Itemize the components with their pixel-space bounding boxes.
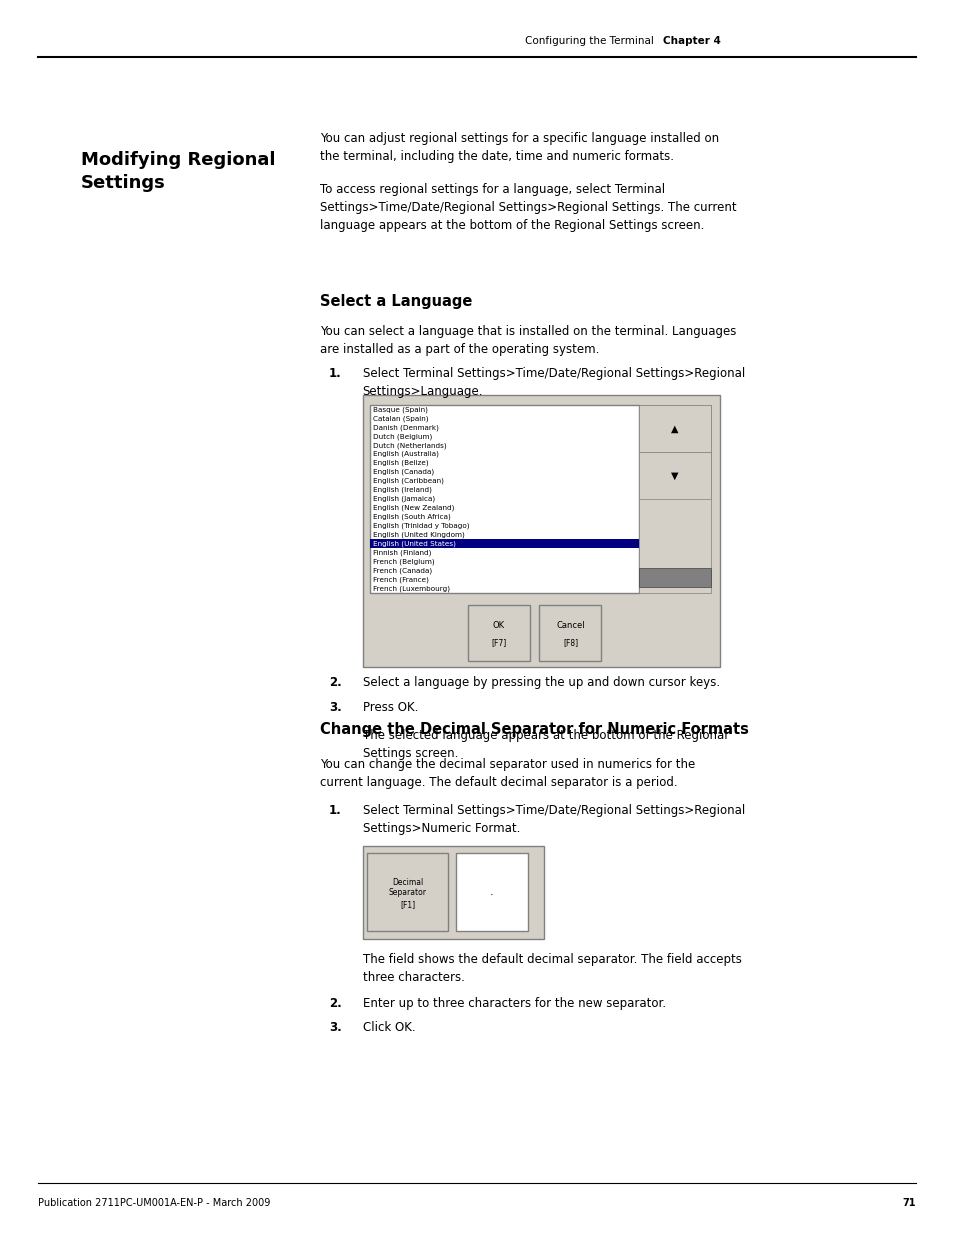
- Text: English (Canada): English (Canada): [373, 469, 434, 475]
- FancyBboxPatch shape: [538, 605, 600, 661]
- Text: Configuring the Terminal: Configuring the Terminal: [524, 36, 653, 46]
- Text: You can change the decimal separator used in numerics for the
current language. : You can change the decimal separator use…: [319, 758, 694, 789]
- Text: English (Trinidad y Tobago): English (Trinidad y Tobago): [373, 522, 469, 529]
- Text: Chapter 4: Chapter 4: [662, 36, 720, 46]
- Text: Dutch (Belgium): Dutch (Belgium): [373, 433, 432, 440]
- Text: .: .: [490, 887, 493, 898]
- Text: Select Terminal Settings>Time/Date/Regional Settings>Regional
Settings>Language.: Select Terminal Settings>Time/Date/Regio…: [362, 367, 744, 398]
- Text: French (Canada): French (Canada): [373, 567, 432, 574]
- Text: English (New Zealand): English (New Zealand): [373, 505, 454, 511]
- FancyBboxPatch shape: [639, 405, 710, 593]
- Text: ▲: ▲: [671, 424, 678, 433]
- Text: 2.: 2.: [329, 676, 341, 689]
- Text: English (Caribbean): English (Caribbean): [373, 478, 443, 484]
- Text: Select a language by pressing the up and down cursor keys.: Select a language by pressing the up and…: [362, 676, 719, 689]
- Text: Dutch (Netherlands): Dutch (Netherlands): [373, 442, 446, 448]
- Text: Separator: Separator: [389, 888, 426, 897]
- FancyBboxPatch shape: [362, 395, 720, 667]
- Text: OK: OK: [493, 621, 504, 630]
- Text: English (United Kingdom): English (United Kingdom): [373, 531, 464, 538]
- Text: French (Belgium): French (Belgium): [373, 558, 435, 564]
- Text: Catalan (Spain): Catalan (Spain): [373, 415, 428, 421]
- Text: [F8]: [F8]: [562, 638, 578, 647]
- FancyBboxPatch shape: [467, 605, 529, 661]
- Text: Danish (Denmark): Danish (Denmark): [373, 424, 438, 431]
- Text: Basque (Spain): Basque (Spain): [373, 406, 428, 412]
- Text: Finnish (Finland): Finnish (Finland): [373, 550, 431, 556]
- Text: 71: 71: [902, 1198, 915, 1208]
- Text: Cancel: Cancel: [556, 621, 584, 630]
- Text: English (Ireland): English (Ireland): [373, 487, 432, 493]
- Text: Select a Language: Select a Language: [319, 294, 472, 309]
- Text: French (France): French (France): [373, 577, 429, 583]
- Text: Change the Decimal Separator for Numeric Formats: Change the Decimal Separator for Numeric…: [319, 722, 748, 737]
- Text: Modifying Regional
Settings: Modifying Regional Settings: [81, 151, 275, 193]
- Text: The field shows the default decimal separator. The field accepts
three character: The field shows the default decimal sepa…: [362, 953, 740, 984]
- Text: 1.: 1.: [329, 804, 341, 818]
- Text: The selected language appears at the bottom of the Regional
Settings screen.: The selected language appears at the bot…: [362, 729, 726, 760]
- Text: Publication 2711PC-UM001A-EN-P - March 2009: Publication 2711PC-UM001A-EN-P - March 2…: [38, 1198, 271, 1208]
- Text: Select Terminal Settings>Time/Date/Regional Settings>Regional
Settings>Numeric F: Select Terminal Settings>Time/Date/Regio…: [362, 804, 744, 835]
- Text: Press OK.: Press OK.: [362, 701, 417, 715]
- Text: ▼: ▼: [671, 471, 678, 480]
- Text: French (Luxembourg): French (Luxembourg): [373, 585, 450, 592]
- FancyBboxPatch shape: [370, 405, 639, 593]
- Text: English (Belize): English (Belize): [373, 459, 428, 467]
- Text: 2.: 2.: [329, 997, 341, 1010]
- FancyBboxPatch shape: [639, 405, 710, 452]
- FancyBboxPatch shape: [639, 568, 710, 587]
- FancyBboxPatch shape: [639, 452, 710, 499]
- Text: To access regional settings for a language, select Terminal
Settings>Time/Date/R: To access regional settings for a langua…: [319, 183, 736, 232]
- FancyBboxPatch shape: [456, 853, 527, 931]
- Text: Enter up to three characters for the new separator.: Enter up to three characters for the new…: [362, 997, 665, 1010]
- Text: 3.: 3.: [329, 1021, 341, 1035]
- Text: 3.: 3.: [329, 701, 341, 715]
- FancyBboxPatch shape: [367, 853, 448, 931]
- Text: English (Jamaica): English (Jamaica): [373, 495, 435, 503]
- Text: You can select a language that is installed on the terminal. Languages
are insta: You can select a language that is instal…: [319, 325, 735, 356]
- Text: [F1]: [F1]: [400, 900, 415, 909]
- FancyBboxPatch shape: [370, 540, 639, 548]
- Text: You can adjust regional settings for a specific language installed on
the termin: You can adjust regional settings for a s…: [319, 132, 718, 163]
- FancyBboxPatch shape: [362, 846, 543, 939]
- Text: 1.: 1.: [329, 367, 341, 380]
- Text: English (South Africa): English (South Africa): [373, 514, 450, 520]
- Text: English (Australia): English (Australia): [373, 451, 438, 457]
- Text: English (United States): English (United States): [373, 541, 456, 547]
- Text: Click OK.: Click OK.: [362, 1021, 415, 1035]
- Text: Decimal: Decimal: [392, 878, 423, 887]
- Text: [F7]: [F7]: [491, 638, 506, 647]
